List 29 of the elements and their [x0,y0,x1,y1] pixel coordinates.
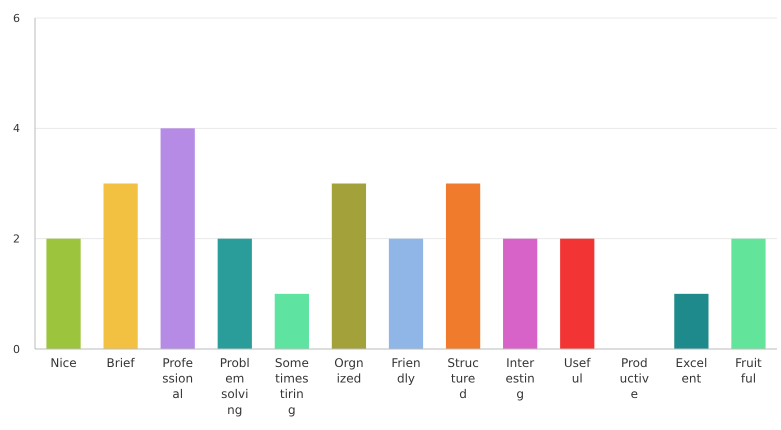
x-tick-label: Orgn ized [334,356,364,386]
y-tick-label: 0 [13,342,20,356]
y-tick-label: 2 [13,232,20,246]
bar [674,294,709,349]
x-tick-label: Probl em solvi ng [220,356,250,417]
bar [446,184,480,349]
x-tick-label: Excel ent [675,356,708,386]
x-tick-label: Brief [106,356,136,370]
bar [46,238,81,349]
bar [388,238,424,349]
x-tick-label: Usef ul [564,356,592,386]
bar [218,238,252,349]
bar [503,238,538,349]
bar [274,294,309,349]
x-tick-label: Struc ture d [447,356,479,402]
bar [332,184,366,349]
x-tick-label: Frien dly [391,356,421,386]
y-tick-label: 6 [13,12,20,25]
bar [560,238,594,349]
bar [731,238,766,349]
bar [103,184,138,349]
x-tick-label: Nice [50,356,77,370]
x-tick-label: Prod uctiv e [620,356,649,402]
bar [160,128,195,349]
x-tick-label: Fruit ful [735,356,762,386]
y-tick-label: 4 [13,122,20,136]
x-tick-label: Some times tirin g [274,356,309,417]
x-tick-label: Inter estin g [506,356,535,402]
x-tick-label: Profe ssion al [162,356,194,402]
